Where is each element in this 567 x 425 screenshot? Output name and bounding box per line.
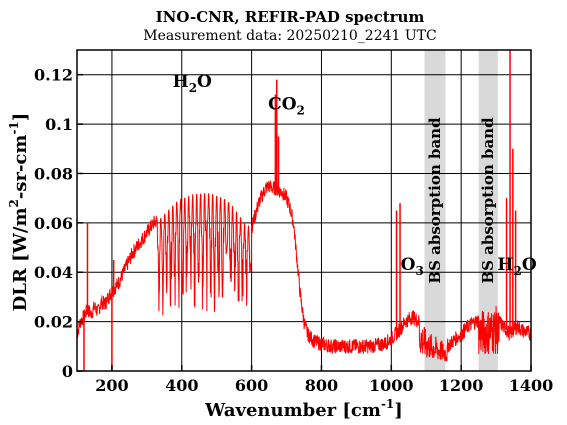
x-tick-label-6: 1400 [509, 376, 554, 395]
absorption-bands: BS absorption band BS absorption band [424, 50, 498, 371]
y-tick-label-5: 0.1 [45, 115, 73, 134]
annotations: H2O CO2 O3 H2O [173, 72, 537, 278]
band-label-1: BS absorption band [479, 117, 497, 284]
grid-lines [77, 50, 531, 371]
x-tick-label-5: 1200 [439, 376, 484, 395]
annotation-2: O3 [401, 255, 424, 278]
absorption-band-0 [424, 50, 446, 371]
x-tick-label-1: 400 [165, 376, 198, 395]
annotation-0: H2O [173, 72, 212, 95]
y-tick-label-6: 0.12 [34, 66, 73, 85]
annotation-3: H2O [497, 255, 536, 278]
tick-layer: 200 400 600 800 1000 1200 1400 0 0.02 0.04 0.06 0.0… [34, 66, 553, 395]
x-tick-label-2: 600 [235, 376, 268, 395]
series-layer [76, 50, 532, 371]
y-axis-label: DLR [W/m2-sr-cm-1] [7, 113, 31, 312]
x-tick-label-4: 1000 [369, 376, 414, 395]
spectrum-line [76, 180, 532, 362]
plot-frame [76, 49, 532, 372]
band-label-0: BS absorption band [426, 117, 444, 284]
chart-subtitle: Measurement data: 20250210_2241 UTC [143, 28, 436, 44]
annotation-1: CO2 [268, 94, 305, 117]
y-tick-label-4: 0.08 [34, 164, 73, 183]
chart-title: INO-CNR, REFIR-PAD spectrum [156, 8, 425, 26]
x-tick-label-0: 200 [95, 376, 128, 395]
y-tick-label-2: 0.04 [34, 263, 73, 282]
y-tick-label-0: 0 [62, 362, 73, 381]
x-axis-label: Wavenumber [cm-1] [204, 397, 403, 421]
y-tick-label-3: 0.06 [34, 214, 73, 233]
x-tick-label-3: 800 [305, 376, 338, 395]
y-tick-label-1: 0.02 [34, 313, 73, 332]
absorption-band-1 [478, 50, 498, 371]
